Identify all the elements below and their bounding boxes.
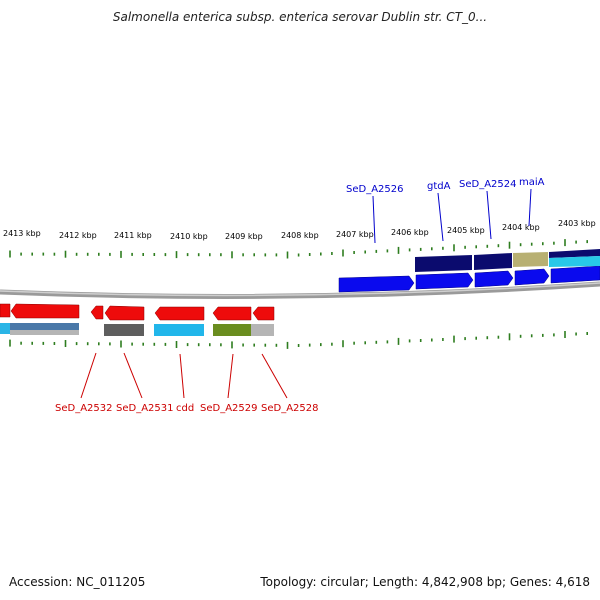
kbp-label: 2410 kbp: [170, 232, 208, 241]
feature-block[interactable]: [154, 324, 204, 336]
feature-block[interactable]: [104, 324, 144, 336]
feature-block[interactable]: [549, 249, 600, 258]
label-leader-line: [372, 195, 376, 244]
tick-track-lower: [9, 331, 589, 349]
gene-label[interactable]: gtdA: [427, 181, 451, 192]
gene-label[interactable]: SeD_A2524: [459, 179, 517, 190]
kbp-labels: 2413 kbp 2412 kbp 2411 kbp 2410 kbp 2409…: [3, 219, 596, 241]
gene-arrow[interactable]: [154, 306, 205, 321]
gene-label[interactable]: SeD_A2532: [55, 403, 113, 414]
kbp-label: 2403 kbp: [558, 219, 596, 228]
gene-arrow[interactable]: [252, 306, 275, 321]
label-leader-line: [227, 353, 234, 399]
feature-block[interactable]: [415, 255, 472, 272]
feature-block[interactable]: [474, 253, 512, 270]
gene-arrow[interactable]: [338, 275, 415, 293]
feature-block[interactable]: [10, 330, 79, 335]
kbp-label: 2412 kbp: [59, 231, 97, 240]
reverse-strand-genes: [0, 303, 275, 321]
label-leader-line: [179, 353, 185, 399]
kbp-label: 2408 kbp: [281, 231, 319, 240]
gene-arrow[interactable]: [474, 270, 514, 288]
gene-label[interactable]: SeD_A2528: [261, 403, 319, 414]
label-leader-line: [528, 188, 532, 227]
gene-label[interactable]: maiA: [519, 177, 545, 188]
label-leader-line: [437, 192, 444, 242]
forward-strand-genes: [338, 265, 600, 293]
label-leader-line: [486, 190, 492, 240]
gene-arrow[interactable]: [104, 305, 145, 321]
feature-block[interactable]: [513, 252, 548, 267]
forward-gene-labels: SeD_A2526 gtdA SeD_A2524 maiA: [346, 177, 545, 244]
kbp-label: 2406 kbp: [391, 228, 429, 237]
genome-backbone: [0, 281, 600, 299]
forward-feature-track: [415, 249, 600, 272]
kbp-label: 2409 kbp: [225, 232, 263, 241]
feature-block[interactable]: [0, 323, 10, 334]
genome-backbone-highlight: [0, 282, 600, 297]
topology-summary: Topology: circular; Length: 4,842,908 bp…: [260, 575, 590, 589]
feature-block[interactable]: [549, 256, 600, 267]
kbp-label: 2413 kbp: [3, 229, 41, 238]
label-leader-line: [123, 352, 143, 399]
tick-track-upper: [9, 239, 589, 259]
gene-arrow[interactable]: [0, 303, 11, 318]
reverse-gene-labels: SeD_A2532 SeD_A2531 cdd SeD_A2529 SeD_A2…: [55, 352, 319, 414]
kbp-label: 2405 kbp: [447, 226, 485, 235]
feature-block[interactable]: [213, 324, 251, 336]
gene-arrow[interactable]: [514, 268, 550, 286]
label-leader-line: [261, 353, 288, 399]
gene-arrow[interactable]: [90, 305, 104, 320]
gene-arrow[interactable]: [10, 303, 80, 319]
gene-arrow[interactable]: [415, 272, 474, 290]
reverse-feature-track: [0, 323, 274, 336]
gene-label[interactable]: cdd: [176, 403, 194, 414]
map-title: Salmonella enterica subsp. enterica sero…: [112, 10, 488, 24]
gene-arrow[interactable]: [212, 306, 252, 321]
feature-block[interactable]: [10, 323, 79, 330]
accession-label: Accession: NC_011205: [9, 575, 146, 589]
kbp-label: 2411 kbp: [114, 231, 152, 240]
label-leader-line: [80, 352, 97, 399]
kbp-label: 2407 kbp: [336, 230, 374, 239]
gene-label[interactable]: SeD_A2531: [116, 403, 174, 414]
kbp-label: 2404 kbp: [502, 223, 540, 232]
gene-label[interactable]: SeD_A2529: [200, 403, 258, 414]
gene-label[interactable]: SeD_A2526: [346, 184, 404, 195]
gene-arrow[interactable]: [550, 265, 600, 284]
feature-block[interactable]: [251, 324, 274, 336]
